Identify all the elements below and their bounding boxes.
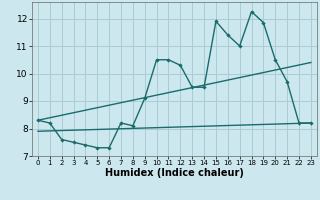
X-axis label: Humidex (Indice chaleur): Humidex (Indice chaleur) <box>105 168 244 178</box>
